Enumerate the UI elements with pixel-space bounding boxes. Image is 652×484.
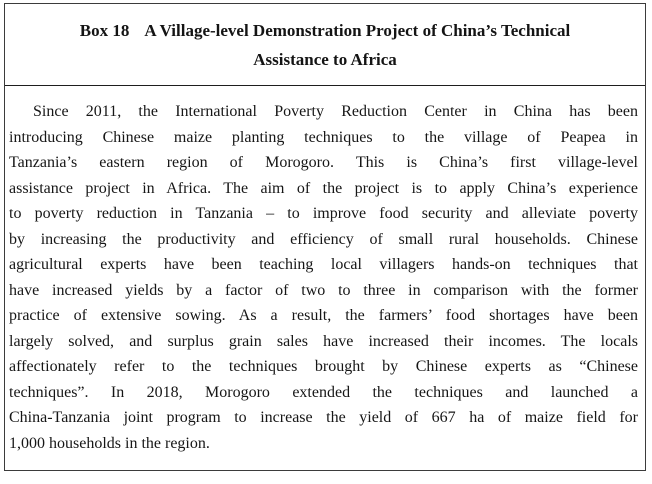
body-line: practice of extensive sowing. As a resul… — [9, 307, 638, 324]
body-line: introducing Chinese maize planting techn… — [9, 128, 638, 146]
box-title-text: A Village-level Demonstration Project of… — [144, 21, 571, 40]
body-line: assistance project in Africa. The aim of… — [9, 179, 638, 197]
box-18-container: Box 18 A Village-level Demonstration Proj… — [4, 3, 646, 471]
body-line: 1,000 households in the region. — [9, 434, 210, 452]
body-line: China-Tanzania joint program to increase… — [9, 409, 638, 426]
box-label: Box 18 — [79, 21, 130, 40]
body-line: Tanzania’s eastern region of Morogoro. T… — [9, 154, 638, 171]
body-line: Since 2011, the International Poverty Re… — [33, 103, 638, 120]
box-body-paragraph: Since 2011, the International Poverty Re… — [5, 86, 645, 456]
body-line: largely solved, and surplus grain sales … — [9, 332, 638, 350]
box-title-line-2: Assistance to Africa — [253, 50, 397, 69]
body-line: agricultural experts have been teaching … — [9, 256, 638, 273]
body-line: to poverty reduction in Tanzania – to im… — [9, 205, 638, 222]
box-title-line-1: Box 18 A Village-level Demonstration Proj… — [5, 16, 645, 45]
box-title: Box 18 A Village-level Demonstration Proj… — [5, 4, 645, 86]
body-line: techniques”. In 2018, Morogoro extended … — [9, 383, 638, 401]
body-line: by increasing the productivity and effic… — [9, 230, 638, 248]
body-line: affectionately refer to the techniques b… — [9, 358, 638, 375]
body-line: have increased yields by a factor of two… — [9, 281, 638, 299]
